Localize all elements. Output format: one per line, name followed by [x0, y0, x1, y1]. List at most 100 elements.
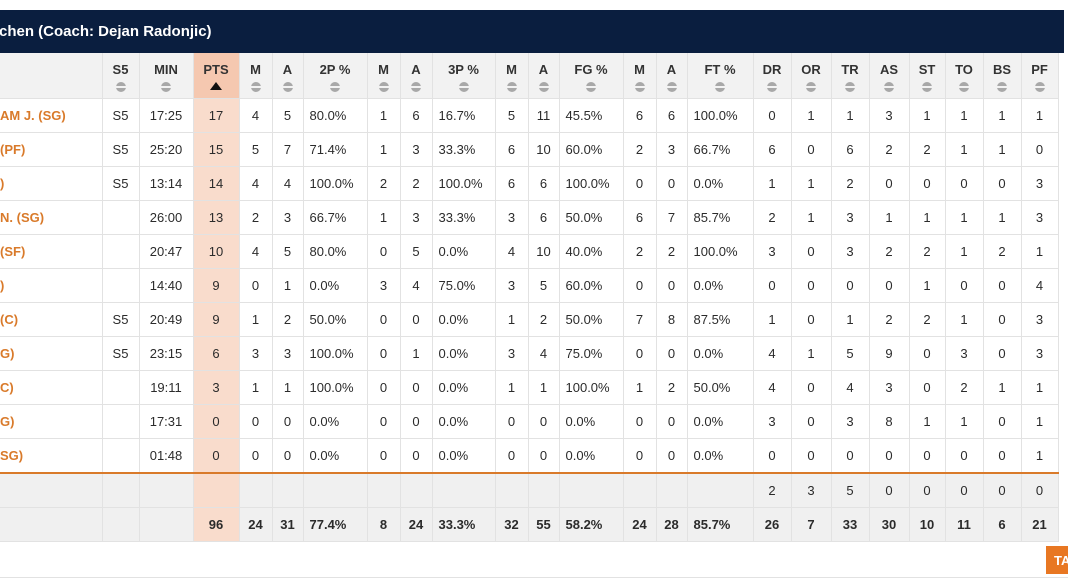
- column-label: ST: [918, 62, 936, 77]
- sort-icon: [115, 82, 126, 92]
- stat-cell: [102, 404, 140, 439]
- stat-cell: 0: [753, 268, 792, 303]
- column-header[interactable]: A: [272, 53, 304, 99]
- stat-cell: 3: [272, 200, 304, 235]
- column-header[interactable]: TR: [831, 53, 870, 99]
- column-header[interactable]: PF: [1021, 53, 1059, 99]
- column-header[interactable]: A: [400, 53, 433, 99]
- stat-cell: [656, 473, 688, 508]
- player-row: (C) S5 20:49 9 1 2 50.0% 0 0 0.0% 1 2 50.0% 7 8 87.5% 1 0…: [0, 302, 1059, 337]
- stat-cell: 25:20: [139, 132, 194, 167]
- stat-cell: 0: [791, 132, 832, 167]
- stat-cell: 1: [983, 370, 1022, 405]
- stat-cell: 1: [1021, 438, 1059, 474]
- stat-cell: 3: [367, 268, 401, 303]
- stat-cell: 1: [909, 200, 946, 235]
- column-header[interactable]: A: [528, 53, 560, 99]
- stat-cell: 3: [1021, 200, 1059, 235]
- column-header[interactable]: 2P %: [303, 53, 368, 99]
- stat-cell: 100.0%: [303, 370, 368, 405]
- column-header[interactable]: 3P %: [432, 53, 496, 99]
- stat-cell: [559, 473, 624, 508]
- stat-cell: 3: [400, 200, 433, 235]
- stat-cell: 33: [831, 507, 870, 542]
- player-name-link[interactable]: (PF): [0, 132, 103, 167]
- column-header[interactable]: PTS: [193, 53, 240, 99]
- player-name-link[interactable]: G): [0, 404, 103, 439]
- stat-cell: 2: [869, 302, 910, 337]
- column-header[interactable]: FG %: [559, 53, 624, 99]
- column-header[interactable]: OR: [791, 53, 832, 99]
- player-name-link[interactable]: N. (SG): [0, 200, 103, 235]
- stat-cell: 1: [869, 200, 910, 235]
- column-header[interactable]: AS: [869, 53, 910, 99]
- stat-cell: 100.0%: [303, 336, 368, 371]
- column-label: AS: [879, 62, 899, 77]
- column-header[interactable]: TO: [945, 53, 984, 99]
- column-header[interactable]: M: [495, 53, 529, 99]
- column-header[interactable]: BS: [983, 53, 1022, 99]
- stat-cell: [239, 473, 273, 508]
- stat-cell: 0: [909, 166, 946, 201]
- stat-cell: 2: [623, 234, 657, 269]
- column-header[interactable]: S5: [102, 53, 140, 99]
- column-label: A: [538, 62, 549, 77]
- column-label: FT %: [704, 62, 736, 77]
- stat-cell: 0: [1021, 132, 1059, 167]
- stat-cell: [139, 473, 194, 508]
- stat-cell: 0: [945, 166, 984, 201]
- column-label: 2P %: [319, 62, 351, 77]
- sort-icon: [715, 82, 725, 92]
- stat-cell: [193, 473, 240, 508]
- stat-cell: 32: [495, 507, 529, 542]
- sort-icon: [250, 82, 261, 92]
- stat-cell: 0: [869, 268, 910, 303]
- stat-cell: 0.0%: [432, 438, 496, 474]
- stat-cell: 16.7%: [432, 98, 496, 133]
- stat-cell: 0: [623, 336, 657, 371]
- stat-cell: 3: [869, 370, 910, 405]
- column-header[interactable]: ST: [909, 53, 946, 99]
- player-name-link[interactable]: G): [0, 336, 103, 371]
- player-name-link[interactable]: SG): [0, 438, 103, 474]
- player-name-link[interactable]: (SF): [0, 234, 103, 269]
- player-row: (PF) S5 25:20 15 5 7 71.4% 1 3 33.3% 6 10 60.0% 2 3 66.…: [0, 132, 1059, 167]
- column-header[interactable]: M: [367, 53, 401, 99]
- sort-icon: [845, 82, 855, 92]
- stat-cell: 1: [495, 302, 529, 337]
- stat-cell: 3: [495, 200, 529, 235]
- stat-cell: 3: [495, 268, 529, 303]
- stat-cell: 0.0%: [303, 404, 368, 439]
- stat-cell: 1: [1021, 404, 1059, 439]
- stat-cell: 5: [831, 473, 870, 508]
- stat-cell: 13: [193, 200, 240, 235]
- stat-cell: 17:25: [139, 98, 194, 133]
- stat-cell: 6: [193, 336, 240, 371]
- player-name-link[interactable]: (C): [0, 302, 103, 337]
- stat-cell: 0: [791, 438, 832, 474]
- stat-cell: [367, 473, 401, 508]
- column-header[interactable]: DR: [753, 53, 792, 99]
- column-label: BS: [992, 62, 1012, 77]
- stat-cell: 6: [495, 132, 529, 167]
- column-header[interactable]: FT %: [687, 53, 754, 99]
- column-header[interactable]: MIN: [139, 53, 194, 99]
- stat-cell: 80.0%: [303, 234, 368, 269]
- player-name-link[interactable]: ): [0, 268, 103, 303]
- column-header[interactable]: M: [239, 53, 273, 99]
- column-header[interactable]: A: [656, 53, 688, 99]
- stat-cell: 100.0%: [687, 234, 754, 269]
- stat-cell: 2: [909, 132, 946, 167]
- stat-cell: 0.0%: [432, 302, 496, 337]
- stat-cell: 20:47: [139, 234, 194, 269]
- player-name-link[interactable]: AM J. (SG): [0, 98, 103, 133]
- column-header[interactable]: M: [623, 53, 657, 99]
- stat-cell: 80.0%: [303, 98, 368, 133]
- stat-cell: [495, 473, 529, 508]
- stat-cell: 1: [367, 200, 401, 235]
- tab-button[interactable]: TA: [1046, 546, 1068, 574]
- player-name-link[interactable]: C): [0, 370, 103, 405]
- sort-icon: [330, 82, 340, 92]
- player-name-link[interactable]: ): [0, 166, 103, 201]
- stat-cell: 0: [656, 268, 688, 303]
